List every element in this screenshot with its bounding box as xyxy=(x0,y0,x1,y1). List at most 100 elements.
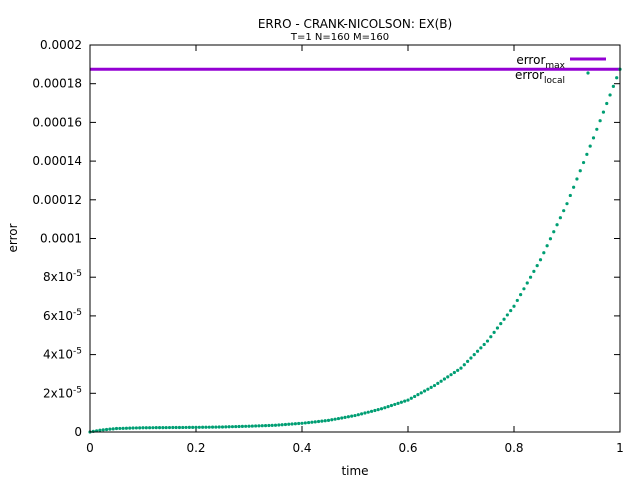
error-local-point xyxy=(283,422,288,427)
error-local-point xyxy=(538,258,543,262)
error-local-point xyxy=(499,322,503,326)
error-local-point xyxy=(273,423,278,427)
error-local-point xyxy=(449,373,453,377)
error-local-point xyxy=(114,426,119,431)
error-local-point xyxy=(224,425,228,429)
error-local-point xyxy=(535,263,539,268)
error-local-point xyxy=(111,427,115,431)
error-local-point xyxy=(353,413,357,418)
error-local-point xyxy=(157,426,162,430)
error-local-point xyxy=(485,339,490,343)
y-tick-label: 0 xyxy=(74,425,82,439)
error-local-point xyxy=(575,177,579,181)
error-local-point xyxy=(240,424,244,428)
error-local-point xyxy=(413,394,417,399)
error-local-point xyxy=(522,287,526,291)
error-local-point xyxy=(456,368,460,372)
error-local-point xyxy=(340,416,344,420)
x-tick-label: 1 xyxy=(616,441,624,455)
error-local-point xyxy=(426,387,430,391)
y-tick-label: 0.00012 xyxy=(32,193,82,207)
error-local-point xyxy=(505,313,509,317)
error-local-point xyxy=(608,93,612,97)
error-local-point xyxy=(287,422,291,426)
error-local-point xyxy=(131,426,135,430)
error-local-point xyxy=(230,425,235,429)
error-local-point xyxy=(472,353,476,357)
error-local-point xyxy=(330,418,334,422)
error-local-point xyxy=(495,326,500,330)
error-local-point xyxy=(310,420,314,424)
error-local-point xyxy=(350,414,354,418)
error-local-point xyxy=(167,425,172,430)
error-local-point xyxy=(562,209,566,213)
error-local-point xyxy=(548,237,553,241)
error-local-point xyxy=(91,429,95,433)
error-local-point xyxy=(532,269,536,273)
error-local-point xyxy=(601,110,606,114)
error-local-point xyxy=(204,425,208,429)
error-local-point xyxy=(356,413,360,417)
error-local-point xyxy=(141,426,145,430)
error-local-point xyxy=(210,425,215,429)
error-local-point xyxy=(207,425,211,429)
error-local-point xyxy=(197,425,201,429)
y-tick-label: 0.0001 xyxy=(40,232,82,246)
error-local-point xyxy=(128,426,132,430)
error-local-point xyxy=(512,304,516,308)
error-local-point xyxy=(118,426,122,431)
error-local-point xyxy=(234,424,238,429)
error-local-point xyxy=(101,428,105,432)
error-local-point xyxy=(307,420,311,425)
error-local-point xyxy=(429,385,433,389)
x-tick-label: 0.6 xyxy=(398,441,417,455)
error-local-point xyxy=(383,406,387,410)
error-local-point xyxy=(267,423,271,428)
error-local-point xyxy=(181,425,185,430)
error-local-point xyxy=(303,421,307,425)
error-local-point xyxy=(528,275,533,279)
error-local-point xyxy=(297,421,301,426)
error-local-point xyxy=(363,411,367,415)
error-local-point xyxy=(293,422,297,426)
error-local-point xyxy=(290,422,294,426)
error-local-point xyxy=(379,407,384,411)
error-local-point xyxy=(552,230,556,234)
error-local-point xyxy=(558,216,562,220)
error-local-point xyxy=(502,317,506,321)
error-local-point xyxy=(459,366,463,370)
error-local-point xyxy=(108,427,112,431)
error-local-point xyxy=(572,185,576,189)
error-local-point xyxy=(598,119,602,123)
error-local-point xyxy=(396,401,400,405)
y-tick-label: 6x10-5 xyxy=(43,308,82,323)
error-local-point xyxy=(326,418,331,422)
error-local-point xyxy=(419,391,423,395)
error-local-point xyxy=(237,424,241,429)
legend-label-max: errormax xyxy=(516,53,565,71)
error-local-point xyxy=(462,363,466,367)
error-local-point xyxy=(360,412,364,416)
error-local-point xyxy=(151,426,155,430)
error-local-point xyxy=(403,399,407,403)
error-local-point xyxy=(346,415,350,419)
error-local-point xyxy=(191,425,195,429)
error-local-point xyxy=(555,223,559,227)
y-tick-label: 0.00014 xyxy=(32,154,82,168)
error-local-point xyxy=(615,76,619,80)
error-local-point xyxy=(591,136,596,140)
error-local-point xyxy=(164,425,168,430)
x-tick-labels: 0 0.2 0.4 0.6 0.8 1 xyxy=(86,441,624,455)
error-local-point xyxy=(479,346,483,350)
error-local-point xyxy=(386,405,390,409)
legend-swatch-local xyxy=(586,71,590,75)
y-tick-labels: 0 2x10-5 4x10-5 6x10-5 8x10-5 0.0001 0.00012 0.… xyxy=(32,38,82,439)
error-local-point xyxy=(422,389,427,393)
error-local-point xyxy=(568,193,572,198)
x-tick-label: 0.8 xyxy=(504,441,523,455)
y-axis-label: error xyxy=(6,223,20,252)
error-local-point xyxy=(525,281,529,285)
error-local-point xyxy=(436,381,440,385)
error-local-point xyxy=(227,425,231,429)
